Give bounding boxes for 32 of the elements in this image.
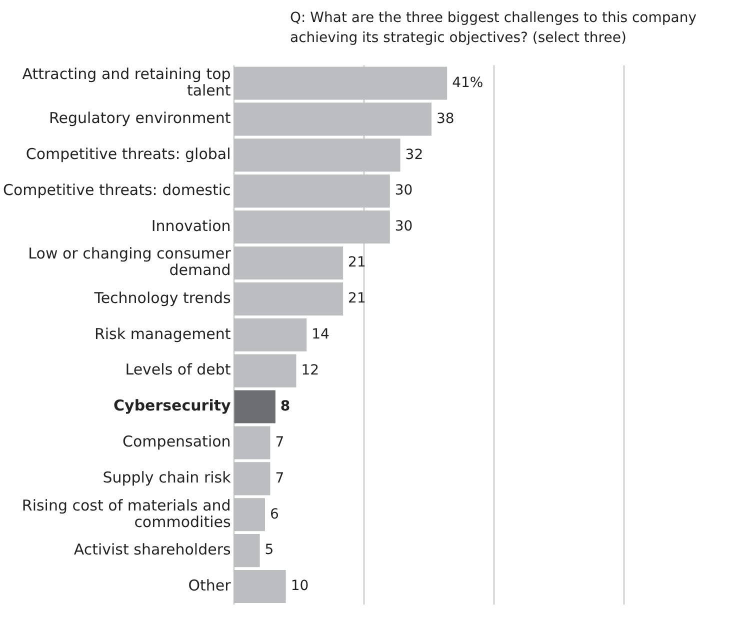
y-tick-label: Other [188,576,232,594]
data-label: 21 [348,254,366,271]
data-label: 7 [275,470,284,486]
y-tick-label: Supply chain risk [102,468,232,487]
y-tick-label: Compensation [122,432,231,451]
data-label: 32 [405,146,424,163]
data-label: 6 [270,506,280,522]
data-label: 7 [275,434,284,450]
y-tick-label: Levels of debt [125,360,231,379]
y-tick-label: Innovation [151,216,231,235]
y-tick-label: Risk management [94,324,231,343]
y-tick-label: Competitive threats: domestic [2,180,231,199]
y-tick-label: Attracting and retaining top talent [22,64,231,100]
y-tick-label: Regulatory environment [49,109,231,128]
data-label: 30 [394,218,413,235]
y-tick-label: Low or changing consumer demand [28,244,232,280]
data-label: 10 [290,578,309,594]
y-tick-label: Competitive threats: global [26,145,231,164]
data-label: 30 [394,182,413,199]
data-label: 12 [301,362,320,378]
y-tick-label: Rising cost of materials and commodities [22,496,231,531]
data-label: 41% [452,74,484,91]
y-tick-label: Cybersecurity [114,396,232,415]
data-label: 38 [436,110,454,127]
bar [234,390,276,424]
data-label: 5 [264,542,274,558]
data-label: 8 [280,398,290,414]
y-tick-label: Technology trends [93,288,231,307]
chart-title: Q: What are the three biggest challenges to this company achieving its strategic objectives? (select three) [290,9,698,48]
data-label: 21 [348,290,366,307]
data-label: 14 [312,326,330,343]
y-tick-label: Activist shareholders [74,540,231,558]
